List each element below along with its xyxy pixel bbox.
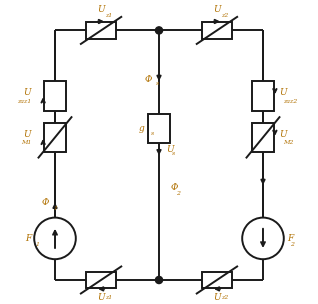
- Text: Φ: Φ: [144, 75, 152, 84]
- Text: 1: 1: [53, 206, 58, 211]
- Text: U: U: [279, 88, 287, 97]
- Text: zaz1: zaz1: [17, 98, 31, 104]
- Bar: [252, 123, 274, 152]
- Text: s: s: [156, 81, 159, 86]
- Bar: [202, 22, 232, 39]
- Text: s: s: [151, 131, 154, 136]
- Text: s: s: [172, 151, 176, 156]
- Text: z1: z1: [106, 295, 113, 300]
- Text: U: U: [24, 88, 31, 97]
- Text: U: U: [97, 5, 105, 14]
- Bar: [86, 22, 116, 39]
- Bar: [148, 114, 170, 143]
- Text: z1: z1: [106, 13, 113, 18]
- Text: U: U: [279, 130, 287, 139]
- Text: M1: M1: [21, 140, 31, 145]
- Text: z2: z2: [221, 13, 229, 18]
- Text: 2: 2: [290, 242, 294, 247]
- Text: U: U: [213, 5, 221, 14]
- Text: U: U: [24, 130, 31, 139]
- Bar: [202, 272, 232, 288]
- Text: F: F: [25, 234, 31, 243]
- Bar: [252, 81, 274, 111]
- Text: U: U: [213, 293, 221, 302]
- Text: U: U: [97, 293, 105, 302]
- Bar: [44, 81, 66, 111]
- Circle shape: [156, 27, 162, 34]
- Text: g: g: [139, 124, 145, 133]
- Bar: [44, 123, 66, 152]
- Text: 1: 1: [36, 242, 40, 247]
- Text: z2: z2: [221, 295, 229, 300]
- Circle shape: [156, 276, 162, 284]
- Text: Φ: Φ: [42, 198, 49, 207]
- Bar: [86, 272, 116, 288]
- Text: zaz2: zaz2: [283, 98, 297, 104]
- Text: F: F: [287, 234, 293, 243]
- Text: M2: M2: [283, 140, 294, 145]
- Text: U: U: [166, 145, 174, 154]
- Text: Φ: Φ: [171, 183, 178, 192]
- Text: 2: 2: [176, 191, 180, 196]
